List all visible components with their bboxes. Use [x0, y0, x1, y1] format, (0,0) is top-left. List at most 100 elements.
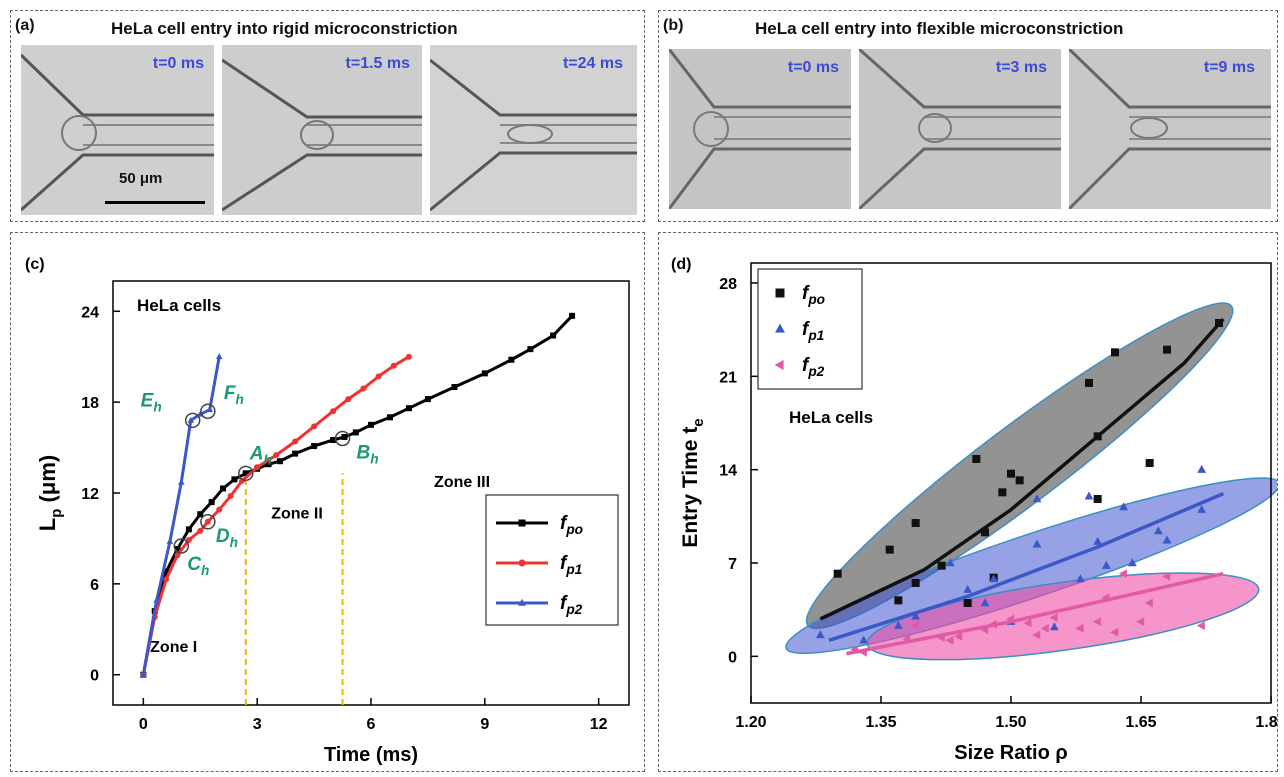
- data-point: [1075, 623, 1084, 633]
- key-point-marker: [200, 514, 216, 530]
- data-point: [177, 478, 185, 485]
- micrograph-a2: t=1.5 ms: [222, 45, 422, 215]
- data-point: [911, 579, 920, 587]
- channel-sketch-a2: [222, 45, 422, 215]
- data-point: [368, 421, 374, 428]
- data-point: [936, 633, 945, 643]
- y-tick-label-d: 14: [719, 463, 737, 480]
- data-point: [1075, 574, 1085, 583]
- data-point: [231, 476, 238, 483]
- data-point: [292, 438, 299, 445]
- data-point: [206, 406, 214, 413]
- data-point: [980, 598, 990, 607]
- key-point-marker: [238, 465, 254, 482]
- key-point-label: Ch: [187, 554, 209, 578]
- data-point: [988, 619, 997, 629]
- annotation-hela-cells-c: HeLa cells: [137, 296, 221, 315]
- x-tick-label-c: 0: [139, 716, 148, 733]
- data-point: [174, 546, 181, 553]
- data-point: [1092, 617, 1101, 627]
- legend-entry-label: fp1: [560, 553, 582, 577]
- data-point: [885, 545, 894, 554]
- data-point: [215, 353, 223, 360]
- legend-swatch-marker: [774, 360, 784, 370]
- data-point: [894, 596, 903, 605]
- micrograph-a3: t=24 ms: [430, 45, 637, 215]
- data-point: [153, 596, 160, 603]
- x-tick-label-c: 6: [367, 716, 376, 733]
- key-point-label: Bh: [357, 442, 379, 466]
- x-tick-label-d: 1.65: [1125, 714, 1156, 731]
- legend-swatch-marker: [518, 519, 526, 527]
- legend-swatch-marker: [518, 598, 526, 606]
- data-point: [481, 370, 488, 377]
- y-tick-label-c: 0: [90, 668, 99, 685]
- y-tick-label-c: 12: [81, 486, 99, 503]
- x-tick-label-d: 1.50: [995, 714, 1026, 731]
- data-point: [386, 414, 393, 421]
- y-tick-label-d: 0: [728, 649, 737, 666]
- channel-sketch-b1: [669, 49, 851, 209]
- channel-sketch-b3: [1069, 49, 1271, 209]
- data-point: [1196, 621, 1205, 631]
- series-c-p2: [140, 353, 223, 678]
- data-point: [954, 631, 963, 641]
- data-point: [1127, 558, 1137, 567]
- data-point: [902, 634, 911, 644]
- key-point-marker: [184, 412, 201, 429]
- key-point-marker: [334, 430, 351, 447]
- chart-d: (d) 1.20 1.35 1.50 1.65 1.80 0 7 14 21 28 Size Rati…: [671, 256, 1284, 764]
- data-point: [893, 620, 903, 629]
- legend-swatch-marker: [775, 323, 785, 333]
- y-tick-label-c: 24: [81, 304, 99, 321]
- micrograph-b2: t=3 ms: [859, 49, 1061, 209]
- data-point: [254, 464, 261, 471]
- data-point: [311, 423, 318, 430]
- data-point: [360, 385, 367, 392]
- frame-time-a1: t=0 ms: [152, 55, 204, 72]
- y-tick-label-c: 6: [90, 577, 99, 594]
- legend-swatch-marker: [518, 559, 526, 567]
- data-point: [273, 452, 280, 459]
- frame-time-b3: t=9 ms: [1203, 59, 1255, 76]
- data-point: [1197, 464, 1207, 473]
- data-point: [451, 384, 458, 390]
- data-point: [311, 443, 318, 450]
- micrograph-b3: t=9 ms: [1069, 49, 1271, 209]
- key-point-label: Ah: [249, 443, 272, 467]
- data-point: [910, 621, 919, 631]
- data-point: [220, 485, 227, 492]
- data-point: [1118, 569, 1127, 579]
- y-tick-label-d: 21: [719, 369, 737, 386]
- panel-c: (c) 0 3 6 9 12 0 6 12 18 24 Time (ms) Lp (μm) HeLa ce…: [10, 232, 645, 772]
- data-point: [1093, 536, 1103, 545]
- data-point: [163, 576, 170, 583]
- data-point: [390, 362, 397, 369]
- x-axis-label-d: Size Ratio ρ: [954, 742, 1068, 764]
- data-point: [1085, 379, 1093, 387]
- panel-d: (d) 1.20 1.35 1.50 1.65 1.80 0 7 14 21 28 Size Rati…: [658, 232, 1284, 772]
- legend-entry-label: fp2: [560, 593, 583, 617]
- data-point: [911, 611, 921, 620]
- panel-c-label: (c): [25, 256, 45, 273]
- data-point: [292, 450, 299, 457]
- data-point: [1006, 614, 1015, 624]
- data-point: [242, 470, 249, 477]
- data-point: [1119, 502, 1129, 511]
- data-point: [815, 630, 825, 639]
- data-point: [1163, 345, 1171, 354]
- data-point: [989, 574, 999, 583]
- micrograph-b1: t=0 ms: [669, 49, 851, 209]
- legend-entry-label: fp1: [802, 319, 824, 343]
- data-point: [1111, 348, 1119, 357]
- x-tick-label-d: 1.80: [1255, 714, 1277, 731]
- x-tick-label-d: 1.20: [735, 714, 766, 731]
- series-d-po: [819, 317, 1225, 621]
- panel-a-label: (a): [15, 17, 35, 34]
- data-point: [963, 584, 973, 593]
- data-point: [1110, 627, 1119, 637]
- legend-entry-label: fpo: [560, 513, 583, 537]
- fit-line: [828, 492, 1225, 643]
- data-point: [204, 518, 211, 525]
- series-d-p1: [815, 464, 1225, 644]
